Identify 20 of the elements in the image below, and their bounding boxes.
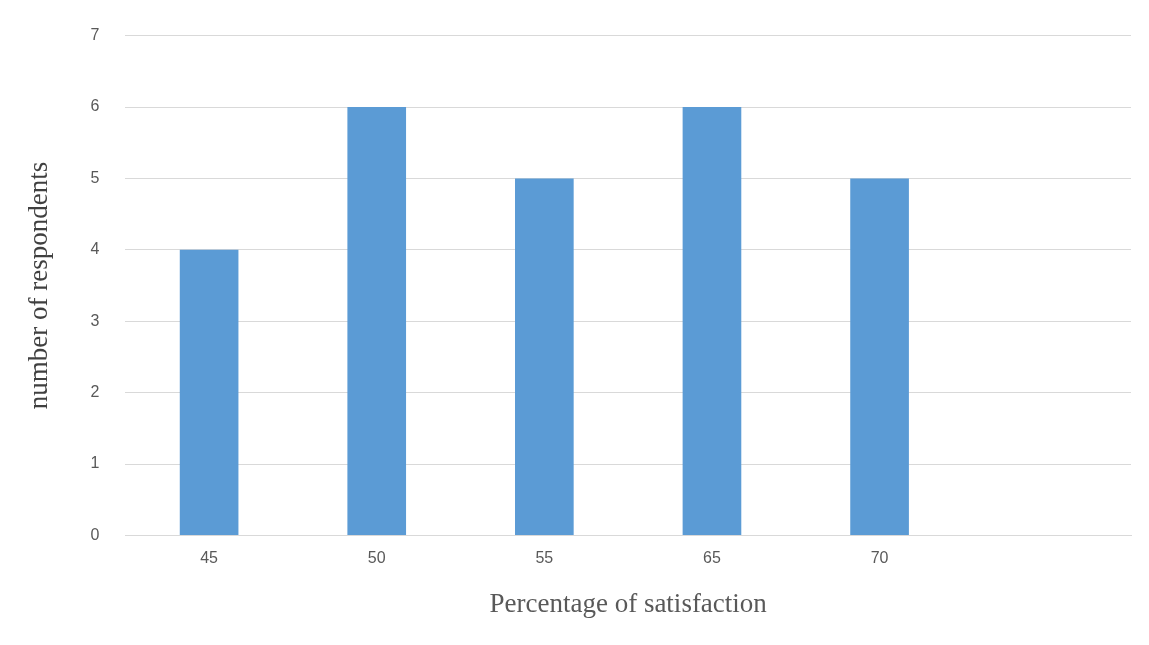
y-tick-label: 4 [90,240,100,258]
bar [347,107,407,535]
y-tick-label: 3 [90,311,100,329]
y-tick-label: 7 [90,26,100,44]
x-tick-label: 65 [703,549,721,567]
x-tick-label: 50 [367,549,386,567]
y-tick-label: 2 [90,383,100,401]
bar [850,178,909,535]
x-tick-label: 70 [870,549,889,567]
y-tick-label: 5 [90,168,100,186]
bar [682,107,742,535]
x-tick-label: 55 [535,549,554,567]
x-tick-label: 45 [200,549,219,567]
x-axis-title: Percentage of satisfaction [489,587,768,618]
y-tick-label: 0 [90,525,100,543]
y-tick-label: 1 [90,454,100,472]
y-tick-label: 6 [90,97,100,115]
y-axis-title: number of respondents [23,161,54,410]
bar [179,249,239,535]
bar [515,178,574,535]
